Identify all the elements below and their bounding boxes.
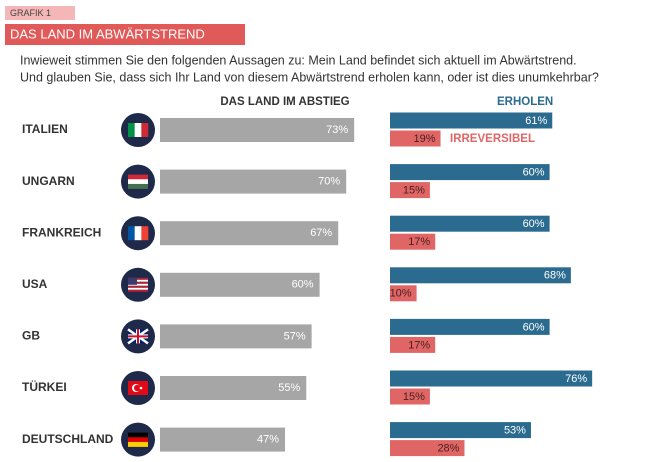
value-label: 53% (504, 425, 526, 437)
category-label: TÜRKEI (22, 379, 67, 394)
category-label: GB (22, 329, 40, 343)
flag (128, 285, 148, 288)
flag (128, 441, 148, 447)
legend-label: IRREVERSIBEL (450, 133, 535, 145)
flag (134, 226, 142, 241)
category-label: DEUTSCHLAND (22, 432, 114, 446)
value-label: 55% (278, 382, 300, 394)
bar (160, 169, 347, 194)
bar (390, 233, 436, 250)
subtitle: Inwieweit stimmen Sie den folgenden Auss… (20, 53, 577, 67)
value-label: 68% (544, 270, 566, 282)
flag (128, 277, 137, 285)
flag (128, 183, 148, 189)
flag (141, 123, 149, 137)
flag (128, 279, 148, 282)
flag (128, 289, 148, 292)
bar (160, 221, 339, 246)
legend-label: ERHOLEN (497, 96, 553, 108)
flag (128, 174, 148, 180)
value-label: 70% (318, 176, 340, 188)
bar (390, 215, 550, 232)
flag (128, 329, 148, 344)
bar (160, 118, 355, 142)
value-label: 73% (326, 124, 348, 136)
value-label: 28% (437, 443, 459, 455)
flag (128, 277, 148, 280)
bar (160, 272, 320, 297)
value-label: 61% (525, 115, 547, 127)
flag (128, 432, 148, 438)
value-label: 60% (523, 218, 545, 230)
title: DAS LAND IM ABWÄRTSTREND (10, 26, 205, 41)
category-label: UNGARN (22, 174, 75, 188)
flag (128, 123, 135, 137)
value-label: 60% (523, 321, 545, 333)
bar (160, 324, 312, 349)
value-label: 47% (257, 434, 279, 446)
panel-title: DAS LAND IM ABSTIEG (220, 96, 349, 108)
bar (390, 336, 436, 353)
value-label: 15% (403, 391, 425, 403)
flag (128, 179, 148, 185)
value-label: 19% (414, 133, 436, 145)
label: GRAFIK 1 (10, 8, 51, 18)
value-label: 67% (310, 227, 332, 239)
bar (390, 267, 571, 284)
bar (390, 130, 441, 147)
bar (390, 285, 417, 302)
bar (160, 427, 286, 452)
flag (134, 384, 141, 392)
flag (141, 226, 149, 241)
value-label: 17% (408, 236, 430, 248)
flag (128, 283, 148, 286)
title-box (5, 24, 245, 45)
bar (390, 112, 553, 129)
flag (128, 226, 135, 241)
bar (390, 182, 430, 199)
bar (390, 422, 531, 439)
flag (134, 123, 142, 137)
category-label: USA (22, 277, 48, 291)
flag (128, 281, 148, 284)
bar (160, 376, 307, 400)
bar (390, 440, 465, 457)
bar (390, 318, 550, 335)
value-label: 60% (523, 167, 545, 179)
value-label: 15% (403, 185, 425, 197)
subtitle: Und glauben Sie, dass sich Ihr Land von … (20, 70, 599, 84)
flag (128, 287, 148, 290)
label-box (5, 6, 75, 20)
flag (139, 386, 143, 390)
value-label: 57% (284, 330, 306, 342)
value-label: 17% (408, 339, 430, 351)
value-label: 10% (390, 288, 412, 300)
category-label: ITALIEN (22, 122, 68, 136)
flag (128, 437, 148, 443)
value-label: 60% (292, 279, 314, 291)
bar (390, 388, 430, 405)
bar (390, 164, 550, 181)
bar (390, 370, 593, 387)
category-label: FRANKREICH (22, 225, 101, 239)
value-label: 76% (565, 373, 587, 385)
